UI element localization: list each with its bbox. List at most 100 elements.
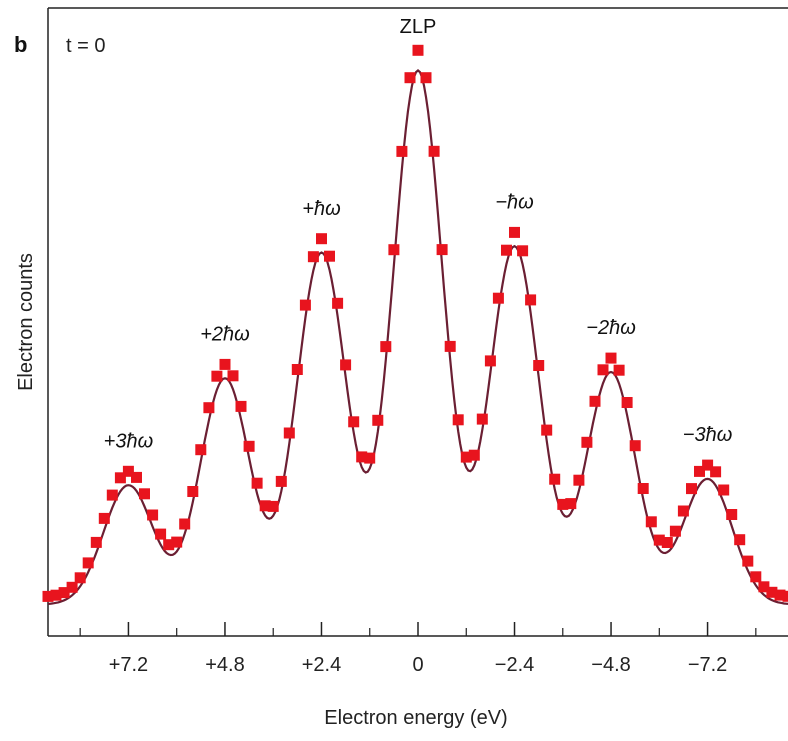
data-point [613,364,625,376]
data-point [227,370,239,382]
data-point [275,475,287,487]
tick-labels: +7.2 +4.8 +2.4 0 −2.4 −4.8 −7.2 [109,654,728,676]
data-point [541,424,553,436]
data-point [710,466,722,478]
data-point [766,586,778,598]
data-point [98,512,110,524]
data-point [645,516,657,528]
data-point [758,581,770,593]
x-tick-label: +4.8 [205,654,244,676]
data-point [163,539,175,551]
data-point [372,414,384,426]
peak-label: −2ħω [586,317,636,339]
data-point [307,251,319,263]
x-tick-label: −7.2 [688,654,727,676]
peak-label: +3ħω [104,430,154,452]
x-axis-title: Electron energy (eV) [324,707,507,729]
data-point [661,537,673,548]
fit-line [47,68,788,605]
data-point [211,370,223,382]
x-tick-label: 0 [412,654,423,676]
data-point [50,589,62,601]
data-point [171,536,183,548]
data-point [283,427,295,439]
data-point [332,297,344,309]
data-point [380,341,392,353]
data-point [637,483,649,494]
data-point [597,364,609,376]
data-point [565,498,577,510]
data-point [420,72,432,84]
data-point [742,555,754,567]
data-point [468,449,480,461]
y-axis-title: Electron counts [15,253,37,391]
data-point [106,489,118,501]
data-point [677,505,689,517]
data-point [669,525,681,537]
data-point [396,145,408,157]
data-point [155,528,167,540]
data-point [484,355,496,367]
peak-label: +2ħω [200,324,250,346]
data-point [557,498,569,510]
data-point [460,451,472,463]
data-point [259,500,271,512]
peak-label: −ħω [495,192,533,214]
data-point [243,440,255,452]
data-point [476,413,488,425]
x-tick-label: +2.4 [302,654,341,676]
data-point [267,500,279,512]
data-markers [42,44,788,602]
data-point [774,589,786,601]
peak-label: +ħω [302,198,340,220]
data-point [412,44,424,56]
data-point [436,244,448,256]
minor-ticks [79,628,757,636]
data-point [187,486,199,497]
data-point [428,145,440,157]
data-point [251,477,263,489]
data-point [444,340,456,352]
data-point [74,572,86,584]
data-point [179,518,191,530]
data-point [340,359,352,371]
data-point [653,534,665,546]
data-point [702,459,714,471]
data-point [621,397,633,408]
data-point [686,483,697,495]
data-point [492,292,504,304]
data-point [388,244,400,256]
data-point [82,557,94,569]
data-point [147,509,159,521]
data-point [316,233,327,245]
data-point [589,395,601,407]
x-tick-label: −4.8 [591,654,630,676]
data-point [348,416,360,428]
x-tick-label: −2.4 [495,654,534,676]
data-point [364,452,376,464]
data-point [517,245,529,257]
data-point [291,364,303,375]
data-point [195,444,207,456]
data-point [131,471,142,483]
peak-label: ZLP [400,16,437,38]
data-point [726,509,738,520]
peak-labels: +3ħω +2ħω +ħω ZLP −ħω −2ħω −3ħω [104,16,733,452]
data-point [525,294,537,306]
data-point [139,488,150,500]
data-point [573,474,585,486]
peak-label: −3ħω [683,424,733,446]
data-point [122,465,134,477]
data-point [203,402,215,414]
data-point [533,360,545,371]
data-point [734,534,746,546]
data-point [66,581,78,593]
data-point [299,299,311,311]
data-point [219,358,231,370]
data-point [782,590,788,602]
data-point [235,400,247,412]
data-point [501,244,512,256]
data-point [581,436,593,448]
data-point [324,250,335,262]
